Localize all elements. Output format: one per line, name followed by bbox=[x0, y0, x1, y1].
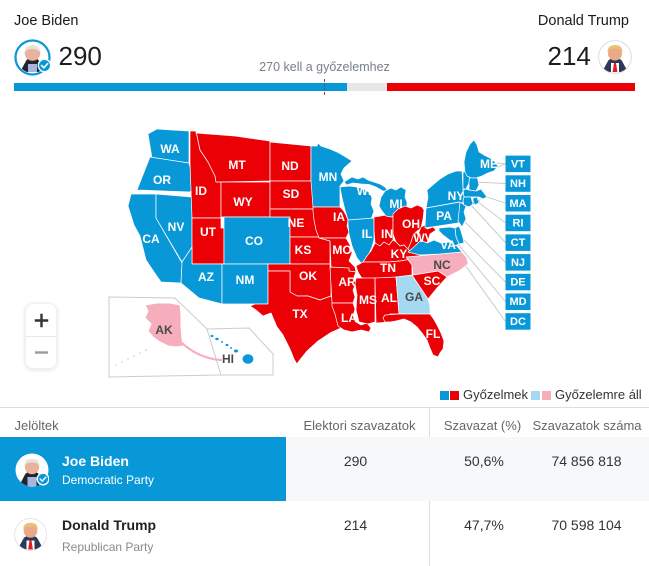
svg-text:PA: PA bbox=[436, 209, 452, 223]
svg-text:NM: NM bbox=[236, 273, 255, 287]
svg-text:MS: MS bbox=[359, 293, 377, 307]
svg-text:NE: NE bbox=[288, 216, 305, 230]
svg-text:OK: OK bbox=[299, 269, 317, 283]
svg-text:UT: UT bbox=[200, 225, 217, 239]
svg-text:ID: ID bbox=[195, 184, 207, 198]
svg-text:SD: SD bbox=[283, 187, 300, 201]
svg-text:OH: OH bbox=[402, 217, 420, 231]
svg-text:NC: NC bbox=[433, 258, 451, 272]
svg-text:CO: CO bbox=[245, 234, 263, 248]
svg-text:TN: TN bbox=[380, 261, 396, 275]
svg-text:VT: VT bbox=[511, 158, 525, 170]
svg-text:AZ: AZ bbox=[198, 270, 214, 284]
svg-text:NY: NY bbox=[448, 189, 465, 203]
svg-text:MI: MI bbox=[389, 197, 402, 211]
svg-text:IA: IA bbox=[333, 210, 345, 224]
svg-text:IL: IL bbox=[362, 227, 373, 241]
svg-text:KS: KS bbox=[295, 243, 312, 257]
svg-text:FL: FL bbox=[426, 327, 441, 341]
svg-text:DC: DC bbox=[510, 316, 526, 328]
svg-text:CA: CA bbox=[142, 232, 160, 246]
svg-text:VA: VA bbox=[440, 238, 456, 252]
svg-text:AK: AK bbox=[155, 323, 173, 337]
svg-text:NJ: NJ bbox=[511, 257, 525, 269]
svg-text:MA: MA bbox=[509, 198, 526, 210]
svg-text:WA: WA bbox=[160, 142, 180, 156]
svg-text:TX: TX bbox=[292, 307, 307, 321]
svg-text:LA: LA bbox=[341, 311, 357, 325]
svg-text:IN: IN bbox=[381, 227, 393, 241]
svg-text:HI: HI bbox=[222, 352, 234, 366]
svg-text:ND: ND bbox=[281, 159, 299, 173]
svg-text:DE: DE bbox=[510, 277, 525, 289]
svg-text:MN: MN bbox=[319, 170, 338, 184]
svg-text:RI: RI bbox=[513, 217, 524, 229]
svg-text:ME: ME bbox=[480, 157, 498, 171]
svg-text:AL: AL bbox=[381, 291, 397, 305]
svg-text:NV: NV bbox=[168, 220, 185, 234]
svg-text:WV: WV bbox=[413, 231, 432, 245]
svg-text:MO: MO bbox=[332, 243, 351, 257]
svg-text:AR: AR bbox=[338, 275, 356, 289]
svg-text:MD: MD bbox=[509, 296, 526, 308]
svg-text:OR: OR bbox=[153, 173, 171, 187]
svg-text:WY: WY bbox=[233, 195, 252, 209]
svg-text:WI: WI bbox=[357, 184, 372, 198]
svg-text:MT: MT bbox=[228, 158, 246, 172]
svg-text:SC: SC bbox=[424, 274, 441, 288]
svg-text:NH: NH bbox=[510, 178, 526, 190]
svg-text:GA: GA bbox=[405, 290, 423, 304]
svg-text:KY: KY bbox=[391, 247, 408, 261]
svg-text:CT: CT bbox=[511, 237, 526, 249]
